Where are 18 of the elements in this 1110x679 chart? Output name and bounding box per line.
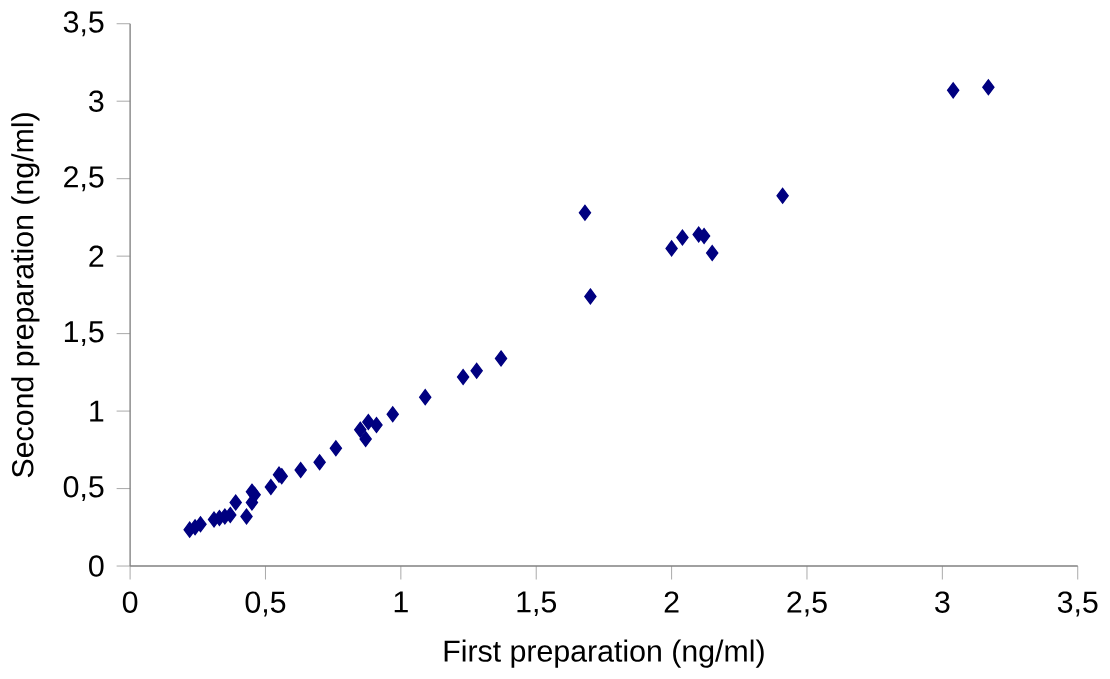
y-tick-label: 0 [89,555,104,577]
y-tick-label: 2 [89,245,104,267]
x-tick-label: 3 [935,591,950,613]
y-tick-label: 1,5 [64,321,104,346]
x-axis-title: First preparation (ng/ml) [444,639,764,668]
x-tick-label: 2 [664,591,679,613]
y-tick-label: 0,5 [63,476,104,502]
x-tick-label: 0 [122,591,138,613]
x-tick-label: 3,5 [1057,591,1098,617]
x-tick-label: 0,5 [245,591,286,617]
y-axis-title: Second preparation (ng/ml) [11,113,40,478]
y-tick-label: 2,5 [64,166,104,192]
y-tick-label: 3,5 [63,11,104,37]
x-tick-label: 2,5 [787,591,827,617]
y-tick-label: 1 [90,400,104,422]
y-tick-label: 3 [89,90,104,112]
x-tick-label: 1 [394,591,408,613]
x-tick-label: 1,5 [517,591,557,617]
